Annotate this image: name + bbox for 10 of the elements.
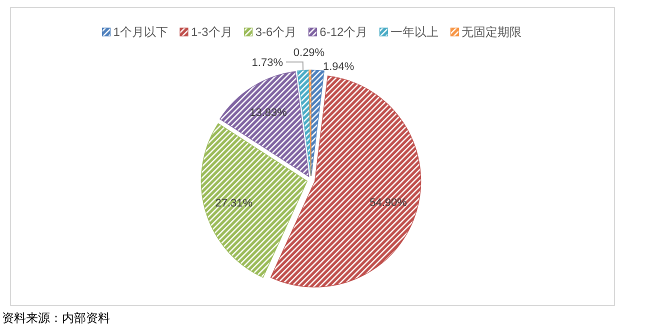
data-label: 1.94% (323, 61, 354, 73)
legend-label: 无固定期限 (462, 25, 522, 39)
data-label: 1.73% (252, 57, 284, 69)
legend-label: 一年以上 (390, 25, 439, 39)
text: 资料来源：内部资料 (2, 311, 110, 325)
data-label: 0.29% (293, 47, 325, 59)
legend-label: 3-6个月 (255, 25, 297, 39)
legend-label: 1个月以下 (113, 25, 168, 39)
legend-label: 1-3个月 (190, 25, 232, 39)
legend-label: 6-12个月 (320, 25, 368, 39)
